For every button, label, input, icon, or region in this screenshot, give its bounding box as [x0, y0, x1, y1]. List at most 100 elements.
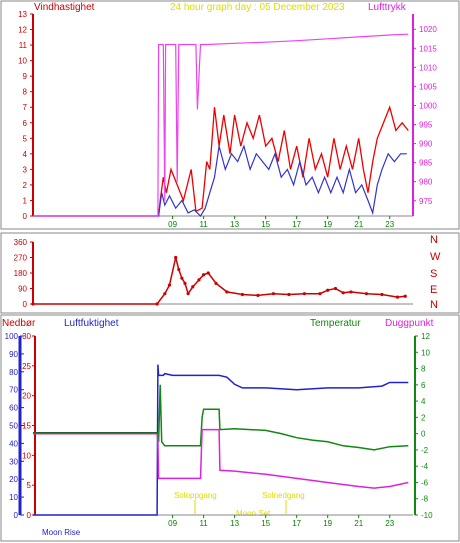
p3-rain-label-30: 30 — [22, 332, 31, 341]
p3-temp-label--4: -4 — [421, 462, 429, 471]
p1-y2tick-label-990: 990 — [419, 140, 433, 149]
wind-pressure-plot: 0123456789101112139759809859909951000100… — [18, 10, 437, 229]
compass-n-top: N — [430, 234, 438, 246]
p2-point-3 — [167, 283, 172, 287]
p2-point-28 — [403, 294, 407, 298]
compass-s: S — [430, 268, 437, 280]
p3-humidity-label-10: 10 — [9, 493, 18, 502]
p2-ytick-label-360: 360 — [14, 238, 28, 247]
p2-ytick-label-270: 270 — [14, 254, 28, 263]
p2-point-0 — [31, 302, 35, 306]
p3-xtick-label-21: 21 — [354, 519, 363, 528]
p1-series-0 — [33, 105, 409, 217]
panel-wind-direction-frame — [0, 232, 460, 314]
p3-rain-label-15: 15 — [22, 422, 31, 431]
p1-ytick-label-2: 2 — [23, 181, 28, 190]
p2-point-22 — [333, 286, 338, 291]
p1-y2tick-label-1015: 1015 — [419, 44, 437, 53]
p1-xtick-label-21: 21 — [354, 220, 363, 229]
temperature-label: Temperatur — [310, 318, 361, 329]
compass-e: E — [430, 284, 437, 296]
dewpoint-label: Duggpunkt — [385, 318, 434, 329]
p2-point-26 — [380, 292, 384, 297]
p1-ytick-label-12: 12 — [18, 26, 27, 35]
p3-series-0 — [33, 364, 409, 516]
p2-point-16 — [256, 293, 260, 297]
p2-point-13 — [214, 281, 218, 285]
p3-series-2 — [33, 428, 409, 489]
p1-xtick-label-9: 09 — [168, 220, 177, 229]
panel-temp-humidity-frame — [0, 314, 460, 542]
p1-ytick-label-5: 5 — [23, 134, 28, 143]
p2-point-19 — [302, 292, 307, 296]
p1-ytick-label-8: 8 — [23, 88, 28, 97]
p3-humidity-label-100: 100 — [5, 332, 19, 341]
p2-point-8 — [186, 292, 190, 296]
panel-wind-pressure-frame — [0, 0, 460, 230]
compass-w: W — [430, 251, 441, 263]
wind-direction-plot: 0 90 180 270 360 — [14, 238, 413, 309]
p3-xtick-label-11: 11 — [199, 519, 208, 528]
p1-y2tick-label-1010: 1010 — [419, 63, 437, 72]
p3-humidity-label-80: 80 — [9, 368, 18, 377]
p3-rain-label-25: 25 — [22, 362, 31, 371]
compass-n-bottom: N — [430, 299, 438, 311]
graph-title: 24 hour graph day : 05 December 2023 — [170, 2, 345, 13]
p2-point-27 — [395, 295, 400, 299]
p3-rain-label-10: 10 — [22, 451, 31, 460]
p1-ytick-label-13: 13 — [18, 10, 27, 19]
moonset-label: Moon Set — [236, 509, 271, 518]
p3-rain-label-20: 20 — [22, 392, 31, 401]
p3-xtick-label-19: 19 — [323, 519, 332, 528]
p2-point-21 — [326, 288, 330, 292]
p1-xtick-label-19: 19 — [323, 220, 332, 229]
p3-temp-label-2: 2 — [421, 413, 426, 422]
p2-point-15 — [240, 292, 244, 297]
p3-temp-label--10: -10 — [421, 511, 433, 520]
p2-point-14 — [225, 290, 229, 294]
p2-point-5 — [177, 267, 181, 272]
p1-xtick-label-15: 15 — [261, 220, 270, 229]
p3-xtick-label-9: 09 — [168, 519, 177, 528]
p2-point-18 — [287, 292, 291, 297]
p1-y2tick-label-1000: 1000 — [419, 101, 437, 110]
p3-xtick-label-13: 13 — [230, 519, 239, 528]
p2-point-6 — [180, 276, 184, 280]
p3-xtick-label-23: 23 — [385, 519, 394, 528]
p1-ytick-label-11: 11 — [19, 41, 28, 50]
moonrise-label: Moon Rise — [42, 528, 81, 537]
p2-point-24 — [349, 290, 353, 294]
humidity-label: Luftfuktighet — [64, 318, 119, 329]
p3-humidity-label-0: 0 — [14, 511, 19, 520]
p3-rain-label-0: 0 — [27, 511, 32, 520]
p1-ytick-label-6: 6 — [23, 119, 28, 128]
p3-humidity-label-20: 20 — [9, 475, 18, 484]
p1-y2tick-label-975: 975 — [419, 197, 433, 206]
p3-temp-label--6: -6 — [421, 478, 429, 487]
p3-humidity-label-40: 40 — [9, 439, 18, 448]
p2-point-7 — [183, 281, 187, 285]
p1-y2tick-label-1020: 1020 — [419, 25, 437, 34]
p3-temp-label-12: 12 — [421, 332, 430, 341]
p3-humidity-label-90: 90 — [9, 350, 18, 359]
p2-point-23 — [341, 291, 345, 295]
p1-xtick-label-23: 23 — [385, 220, 394, 229]
p1-y2tick-label-980: 980 — [419, 178, 433, 187]
p1-y2tick-label-1005: 1005 — [419, 82, 437, 91]
p3-temp-label-6: 6 — [421, 381, 426, 390]
p3-temp-label-10: 10 — [421, 348, 430, 357]
p1-series-1 — [33, 144, 407, 217]
p2-ytick-label-180: 180 — [14, 269, 28, 278]
p1-y2tick-label-995: 995 — [419, 121, 433, 130]
p2-point-1 — [155, 302, 159, 306]
p3-temp-label-8: 8 — [421, 365, 426, 374]
p1-ytick-label-1: 1 — [23, 196, 28, 205]
p2-ytick-label-90: 90 — [18, 285, 27, 294]
p3-temp-label-4: 4 — [421, 397, 426, 406]
p2-point-12 — [206, 271, 210, 275]
p2-point-2 — [163, 292, 167, 296]
rain-label: Nedbør — [2, 318, 36, 329]
p2-point-20 — [318, 292, 322, 296]
p1-ytick-label-4: 4 — [23, 150, 28, 159]
p1-ytick-label-0: 0 — [23, 212, 28, 221]
